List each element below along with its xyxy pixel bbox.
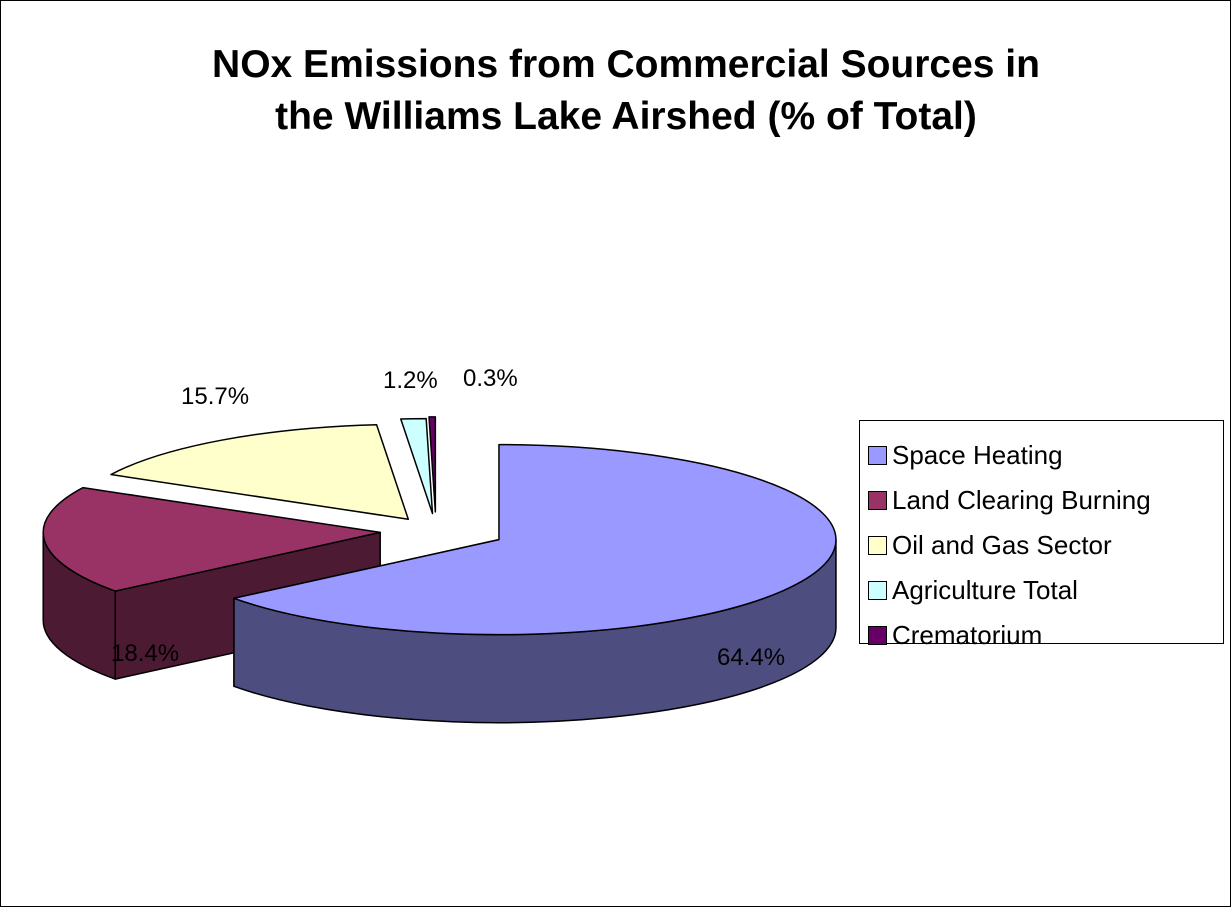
legend-swatch — [868, 581, 887, 600]
data-label-crematorium: 0.3% — [463, 365, 518, 392]
legend-swatch — [868, 536, 887, 555]
legend-item-space-heating: Space Heating — [860, 433, 1223, 478]
legend-label: Space Heating — [892, 440, 1063, 470]
legend-item-agriculture-total: Agriculture Total — [860, 568, 1223, 613]
pie-slices — [42, 416, 837, 724]
chart-title: NOx Emissions from Commercial Sources in… — [1, 39, 1230, 143]
pie-slice-top — [428, 416, 437, 513]
pie-slice-top — [400, 417, 434, 515]
pie-labels: 64.4% 18.4% 15.7% 1.2% 0.3% — [111, 365, 785, 671]
pie-slice-agriculture-total — [400, 417, 434, 515]
legend-label: Land Clearing Burning — [892, 485, 1151, 515]
data-label-oil-and-gas-sector: 15.7% — [181, 383, 249, 410]
legend-swatch — [868, 491, 887, 510]
legend-swatch — [868, 626, 887, 645]
chart-title-line-1: NOx Emissions from Commercial Sources in — [212, 43, 1040, 86]
pie-slice-oil-and-gas-sector — [110, 423, 410, 521]
pie-slice-top — [110, 423, 410, 521]
data-label-space-heating: 64.4% — [717, 644, 785, 671]
legend-label: Agriculture Total — [892, 575, 1078, 605]
pie-slice-space-heating — [233, 443, 837, 724]
data-label-agriculture-total: 1.2% — [383, 367, 438, 394]
pie-slice-top — [42, 486, 381, 592]
chart-title-line-2: the Williams Lake Airshed (% of Total) — [275, 95, 977, 138]
pie-slice-crematorium — [428, 416, 437, 513]
legend-swatch — [868, 446, 887, 465]
chart-legend: Space Heating Land Clearing Burning Oil … — [859, 420, 1224, 650]
data-label-land-clearing-burning: 18.4% — [111, 640, 179, 667]
legend-item-crematorium: Crematorium — [860, 613, 1223, 658]
pie-slice-top — [233, 443, 837, 636]
legend-label: Oil and Gas Sector — [892, 530, 1112, 560]
legend-item-land-clearing-burning: Land Clearing Burning — [860, 478, 1223, 523]
legend-label: Crematorium — [892, 620, 1043, 650]
legend-item-oil-and-gas-sector: Oil and Gas Sector — [860, 523, 1223, 568]
